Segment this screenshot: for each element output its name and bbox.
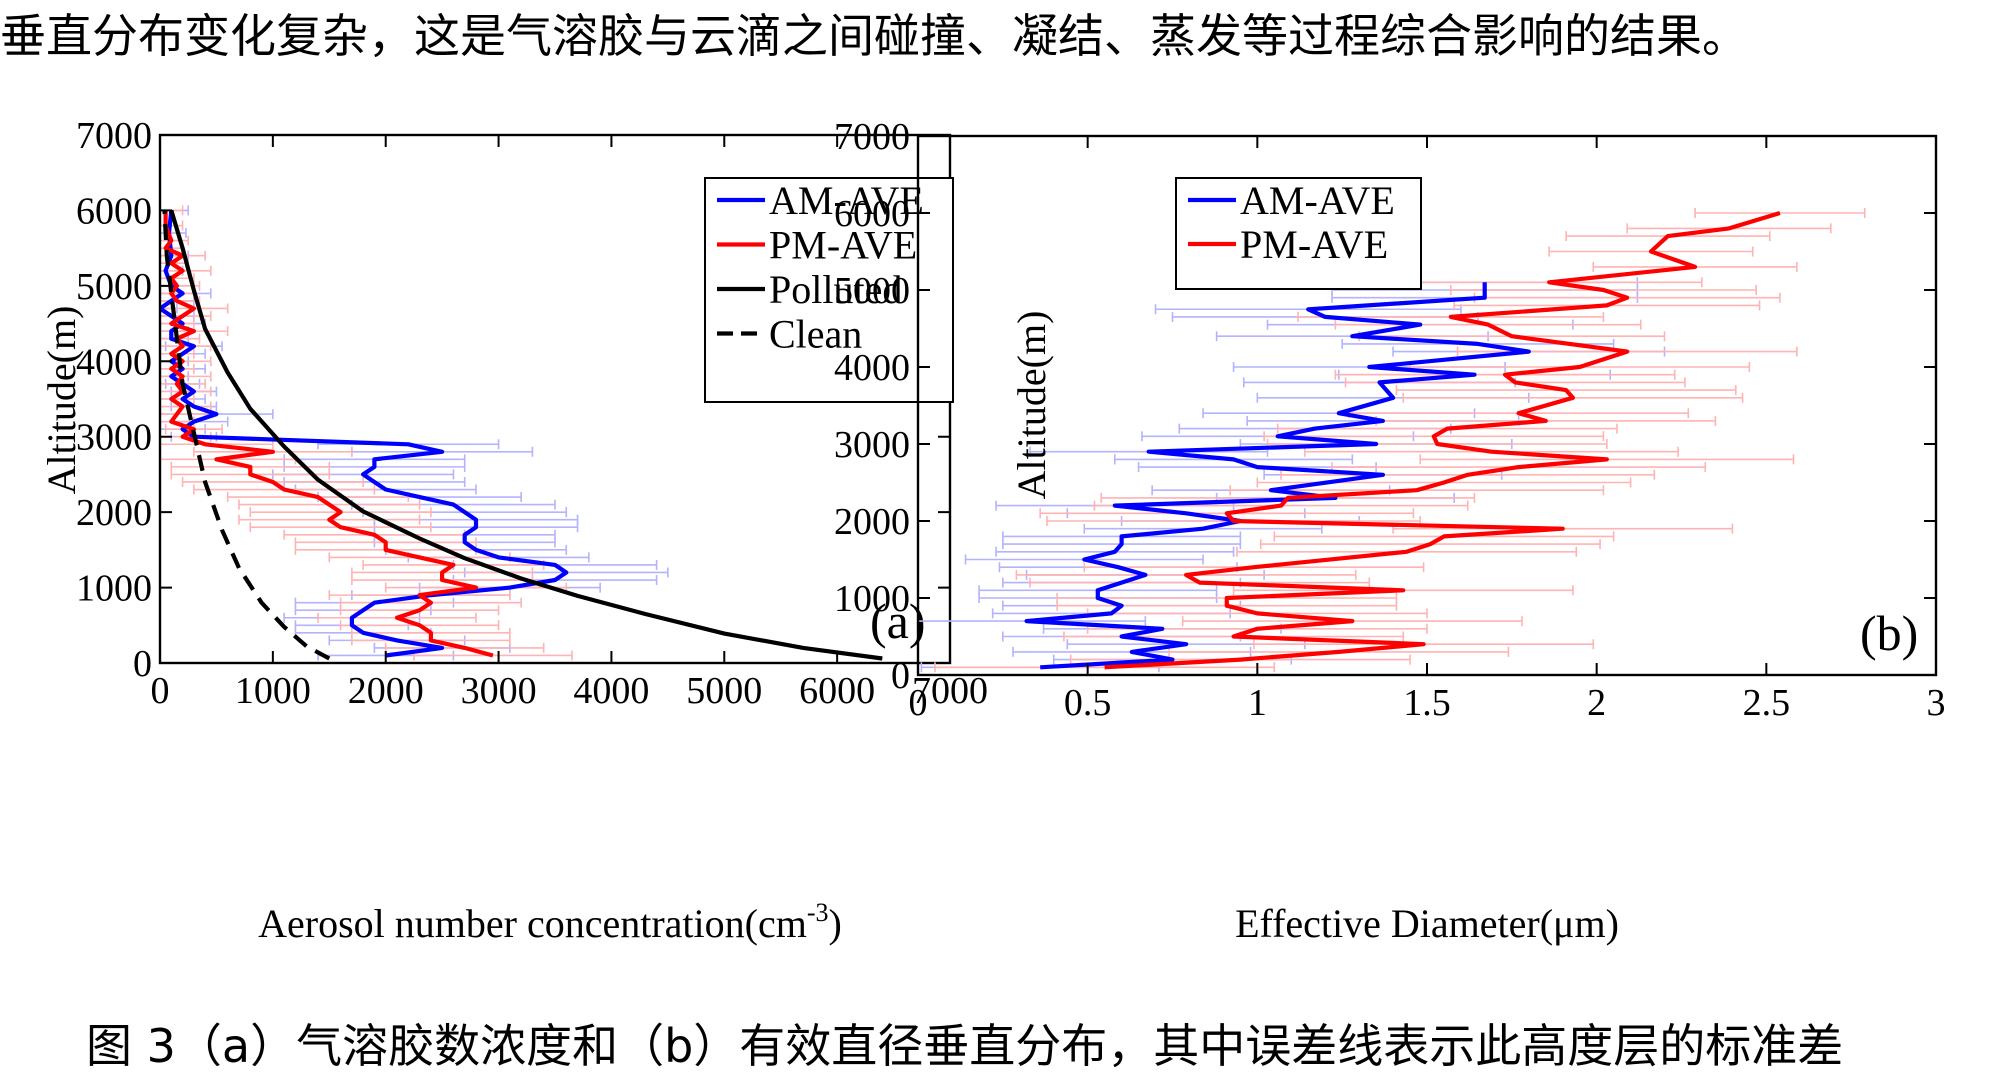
x-tick-label: 1000 [235, 670, 311, 712]
series-line-pm-ave [163, 210, 494, 658]
x-axis-label: Effective Diameter(μm) [1235, 901, 1619, 946]
x-axis-label: Aerosol number concentration(cm-3) [258, 898, 842, 946]
y-axis-label: Altitude(m) [39, 306, 84, 495]
y-tick-label: 2000 [834, 501, 910, 543]
y-tick-label: 3000 [834, 424, 910, 466]
x-tick-label: 1.5 [1403, 682, 1451, 724]
panel-label: (a) [870, 593, 926, 649]
y-tick-label: 5000 [76, 266, 152, 308]
legend-label: Polluted [769, 267, 902, 312]
y-tick-label: 7000 [834, 116, 910, 158]
error-bars-pm-ave [160, 205, 573, 661]
chart-a: 0 1000 2000 3000 4000 5000 6000 700001000200030… [39, 115, 988, 946]
y-tick-label: 4000 [76, 341, 152, 383]
chart-b: 0 0.5 1 1.5 2 2.5 3 0 1000 2000 3000 4000 5000 6000 70… [834, 116, 1946, 946]
figure-caption: 图 3（a）气溶胶数浓度和（b）有效直径垂直分布，其中误差线表示此高度层的标准差 [86, 1019, 1844, 1073]
legend-label: Clean [769, 312, 862, 357]
panel-label: (b) [1860, 605, 1918, 661]
series-line-am-ave [1024, 282, 1531, 670]
x-tick-label: 2.5 [1743, 682, 1791, 724]
x-tick-label: 1 [1248, 682, 1267, 724]
series-line-polluted [169, 209, 883, 661]
x-tick-label: 4000 [573, 670, 649, 712]
x-tick-label: 5000 [686, 670, 762, 712]
y-tick-label: 5000 [834, 270, 910, 312]
error-bar [1694, 208, 1866, 218]
y-axis-label: Altitude(m) [1009, 311, 1054, 500]
x-tick-label: 6000 [799, 670, 875, 712]
series-line-clean [162, 210, 331, 661]
legend-label: AM-AVE [1240, 178, 1395, 223]
x-tick-label: 2 [1587, 682, 1606, 724]
y-tick-label: 6000 [834, 193, 910, 235]
error-bar [413, 650, 573, 661]
x-tick-label: 0 [909, 682, 928, 724]
y-tick-label: 7000 [76, 115, 152, 157]
y-tick-label: 0 [133, 643, 152, 685]
y-tick-label: 1000 [76, 568, 152, 610]
legend-box [1175, 177, 1422, 290]
y-tick-label: 2000 [76, 492, 152, 534]
y-tick-label: 3000 [76, 417, 152, 459]
axes-box [916, 134, 1938, 677]
x-tick-label: 3 [1927, 682, 1946, 724]
plot-area [918, 208, 1866, 673]
y-tick-label: 0 [891, 655, 910, 697]
intro-paragraph: 垂直分布变化复杂，这是气溶胶与云滴之间碰撞、凝结、蒸发等过程综合影响的结果。 [0, 9, 1748, 63]
x-tick-label: 3000 [461, 670, 537, 712]
y-tick-label: 1000 [834, 578, 910, 620]
x-tick-label: 0.5 [1064, 682, 1112, 724]
y-tick-label: 6000 [76, 190, 152, 232]
x-tick-label: 0 [151, 670, 170, 712]
x-tick-label: 2000 [348, 670, 424, 712]
x-tick-label: 7000 [912, 670, 988, 712]
series-line-am-ave [160, 210, 569, 658]
y-tick-label: 4000 [834, 347, 910, 389]
legend-label: AM-AVE [769, 178, 924, 223]
series-line-pm-ave [1104, 210, 1781, 670]
legend-label: PM-AVE [1240, 222, 1388, 267]
plot-area [160, 205, 883, 661]
legend-label: PM-AVE [769, 223, 917, 268]
